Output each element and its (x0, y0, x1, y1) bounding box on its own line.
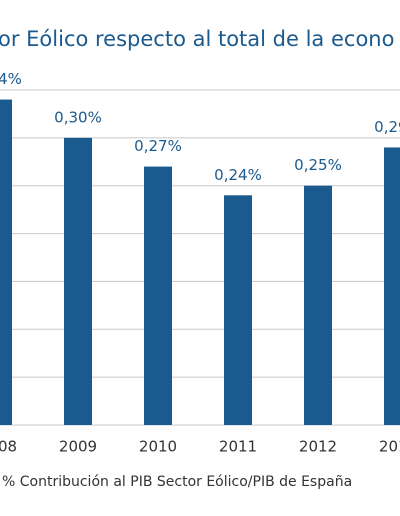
bar (304, 185, 332, 425)
value-label: 0,24% (214, 166, 262, 184)
bar (144, 166, 172, 426)
x-tick-label: 2009 (59, 438, 97, 456)
x-tick-label: 2013 (379, 438, 400, 456)
x-tick-label: 2011 (219, 438, 257, 456)
value-label: 0,34% (0, 70, 22, 88)
x-tick-label: 2012 (299, 438, 337, 456)
bar (64, 137, 92, 425)
bar (384, 147, 400, 425)
value-label: 0,29% (374, 118, 400, 136)
x-tick-label: 2010 (139, 438, 177, 456)
bar (0, 99, 12, 426)
value-label: 0,25% (294, 156, 342, 174)
chart-title: or Eólico respecto al total de la econo (0, 27, 394, 51)
bar (224, 195, 252, 425)
value-label: 0,27% (134, 137, 182, 155)
value-label: 0,30% (54, 108, 102, 126)
x-tick-label: 2008 (0, 438, 17, 456)
legend-label: % Contribución al PIB Sector Eólico/PIB … (2, 474, 352, 490)
